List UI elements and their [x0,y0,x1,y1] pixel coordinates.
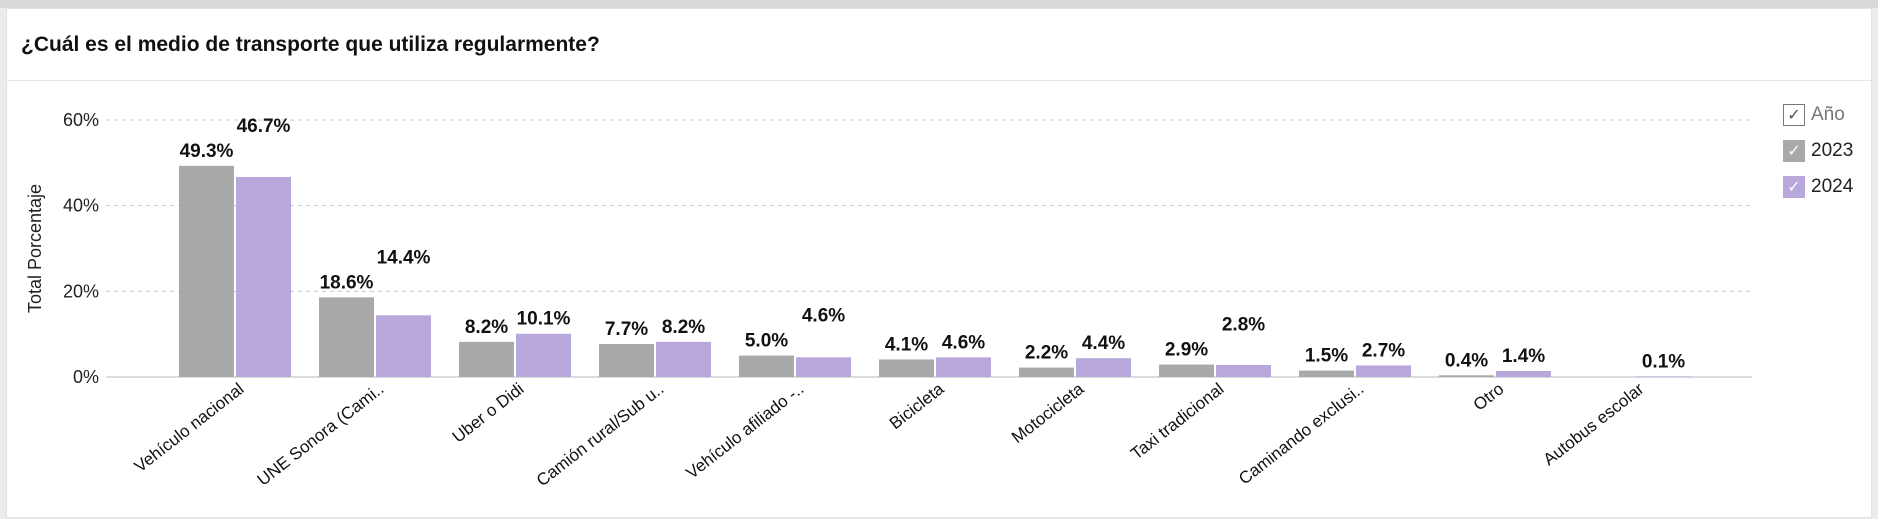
bar-2024 [1496,371,1551,377]
data-label: 1.4% [1502,346,1545,367]
y-tick-label: 40% [63,196,99,216]
data-label: 2.9% [1165,340,1208,361]
bar-2024 [236,176,291,377]
bar-2023 [1159,364,1214,377]
x-tick-label: Motocicleta [1008,379,1088,447]
x-tick-label: Otro [1470,379,1508,414]
y-axis-label: Total Porcentaje [25,184,45,313]
x-tick-label: Caminando exclusi.. [1235,379,1367,488]
bar-2023 [1299,370,1354,377]
checkbox-icon: ✓ [1783,176,1805,198]
bar-chart: 0% 20% 40% 60% Total Porcentaje 49.3%46.7% Veh… [25,110,1752,490]
bar-2023 [599,344,654,377]
bar-2024 [1636,376,1691,378]
legend-item-label: 2024 [1811,176,1854,197]
bar-2024 [1216,365,1271,377]
x-tick-label: Uber o Didi [449,379,528,446]
data-label: 10.1% [517,309,571,330]
bar-2023 [459,341,514,377]
legend-header[interactable]: ✓ Año [1783,97,1853,133]
checkbox-icon: ✓ [1783,140,1805,162]
bar-2024 [936,357,991,377]
data-label: 2.2% [1025,343,1068,364]
data-label: 8.2% [662,317,705,338]
x-tick-label: UNE Sonora (Cami.. [254,379,388,489]
data-label: 4.6% [802,306,845,327]
data-label: 4.1% [885,334,928,355]
data-label: 18.6% [320,272,374,293]
bar-2024 [656,341,711,377]
data-label: 2.8% [1222,315,1265,336]
data-label: 2.7% [1362,340,1405,361]
data-label: 1.5% [1305,346,1348,367]
legend: ✓ Año ✓ 2023 ✓ 2024 [1783,97,1853,205]
x-tick-label: Bicicleta [886,379,948,433]
legend-header-label: Año [1811,104,1845,125]
bar-2023 [1019,367,1074,377]
legend-item-2024[interactable]: ✓ 2024 [1783,169,1853,205]
data-label: 8.2% [465,317,508,338]
checkbox-icon: ✓ [1783,104,1805,126]
data-label: 0.1% [1642,352,1685,373]
data-label: 0.4% [1445,350,1488,371]
data-label: 49.3% [180,141,234,162]
x-tick-label: Taxi tradicional [1127,379,1227,463]
bar-2024 [516,333,571,377]
bar-2024 [1356,365,1411,377]
x-tick-label: Camión rural/Sub u.. [533,379,668,490]
legend-item-label: 2023 [1811,140,1854,161]
top-bar [0,0,1878,8]
bar-2023 [179,165,234,377]
panel-header: ¿Cuál es el medio de transporte que util… [7,9,1871,81]
x-tick-label: Autobus escolar [1540,379,1648,469]
data-label: 4.6% [942,332,985,353]
bar-2024 [1076,358,1131,377]
y-tick-label: 60% [63,110,99,130]
bar-2024 [376,315,431,377]
data-label: 7.7% [605,319,648,340]
bar-2023 [1439,375,1494,377]
x-tick-label: Vehículo afiliado -.. [683,379,808,482]
y-tick-label: 20% [63,281,99,301]
chart-panel: ¿Cuál es el medio de transporte que util… [6,8,1872,518]
x-tick-label: Vehículo nacional [131,379,248,476]
y-tick-label: 0% [73,367,99,387]
bar-2024 [796,357,851,377]
data-label: 46.7% [237,116,291,137]
page-title: ¿Cuál es el medio de transporte que util… [21,33,600,56]
data-label: 4.4% [1082,333,1125,354]
legend-item-2023[interactable]: ✓ 2023 [1783,133,1853,169]
data-label: 14.4% [377,247,431,268]
data-label: 5.0% [745,331,788,352]
bar-2023 [739,355,794,377]
bar-2023 [319,297,374,377]
bar-2023 [879,359,934,377]
